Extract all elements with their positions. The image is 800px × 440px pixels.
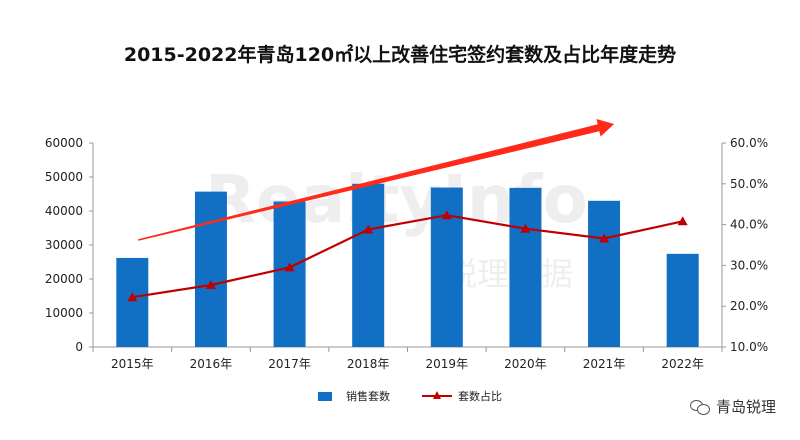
y-right-tick-label: 10.0%: [730, 340, 768, 354]
watermark-subtext: 锐理数据: [445, 255, 573, 293]
bar: [588, 200, 621, 347]
line-point: [677, 216, 688, 226]
legend: 销售套数 套数占比: [0, 388, 800, 404]
bar: [194, 191, 227, 347]
legend-item-line: 套数占比: [422, 388, 502, 404]
legend-item-bars: 销售套数: [318, 388, 390, 404]
bar: [666, 253, 699, 347]
trend-arrow-shape: [138, 119, 615, 241]
x-tick-label: 2018年: [347, 357, 390, 371]
x-tick-label: 2017年: [268, 357, 311, 371]
y-left-tick-label: 40000: [45, 204, 83, 218]
x-tick-label: 2015年: [111, 357, 154, 371]
legend-bar-swatch: [318, 391, 332, 401]
bar: [273, 201, 306, 347]
y-left-tick-label: 0: [75, 340, 83, 354]
y-left-tick-label: 30000: [45, 238, 83, 252]
line-point: [127, 292, 138, 302]
line-point: [363, 224, 374, 234]
trend-arrow: [138, 119, 615, 241]
y-right-tick-label: 60.0%: [730, 136, 768, 150]
x-tick-label: 2019年: [426, 357, 469, 371]
line-point: [284, 262, 295, 272]
source-badge: 青岛锐理: [689, 396, 776, 417]
y-left-tick-label: 20000: [45, 272, 83, 286]
y-right-tick-label: 50.0%: [730, 177, 768, 191]
x-tick-label: 2022年: [661, 357, 704, 371]
legend-label-bars: 销售套数: [346, 390, 390, 403]
line-point: [205, 280, 216, 289]
bar: [352, 183, 385, 347]
bar: [509, 187, 542, 347]
line-point: [599, 233, 610, 243]
legend-line-swatch: [422, 391, 452, 401]
y-right-tick-label: 30.0%: [730, 258, 768, 272]
axes: 0 10000 20000 30000 40000 50000 60000 10.0% 20.0…: [45, 136, 768, 371]
x-tick-label: 2021年: [583, 357, 626, 371]
line-point: [520, 223, 531, 233]
x-tick-label: 2016年: [190, 357, 233, 371]
y-left-tick-label: 60000: [45, 136, 83, 150]
y-right-tick-label: 20.0%: [730, 299, 768, 313]
chart-title: 2015-2022年青岛120㎡以上改善住宅签约套数及占比年度走势: [123, 44, 677, 66]
x-tick-label: 2020年: [504, 357, 547, 371]
legend-label-line: 套数占比: [458, 390, 502, 403]
y-right-tick-label: 40.0%: [730, 218, 768, 232]
line-path: [132, 214, 683, 299]
bar-series: [116, 183, 699, 347]
source-badge-label: 青岛锐理: [715, 398, 776, 416]
y-left-tick-label: 10000: [45, 306, 83, 320]
wechat-icon: [689, 399, 710, 415]
y-left-tick-label: 50000: [45, 170, 83, 184]
bar: [116, 257, 149, 347]
line-series: [127, 210, 688, 302]
line-point: [441, 210, 452, 220]
